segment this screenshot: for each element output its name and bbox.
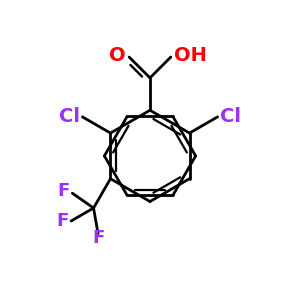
Text: F: F: [58, 182, 70, 200]
Text: F: F: [92, 229, 104, 247]
Text: F: F: [56, 212, 69, 230]
Text: OH: OH: [174, 46, 207, 65]
Text: Cl: Cl: [59, 107, 80, 126]
Text: O: O: [109, 46, 126, 65]
Text: Cl: Cl: [220, 107, 241, 126]
